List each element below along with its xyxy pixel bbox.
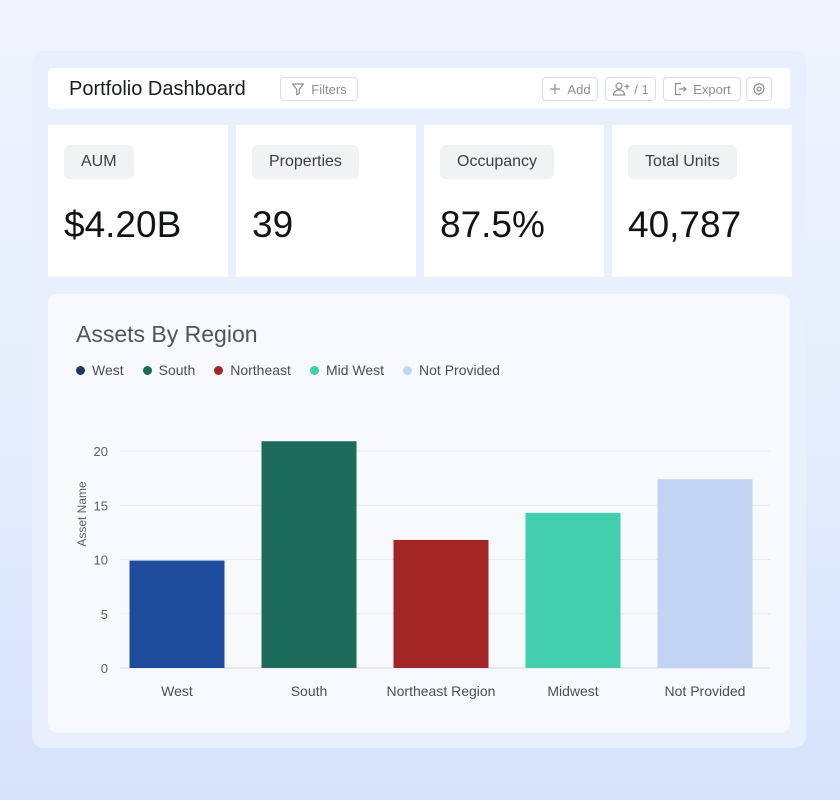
kpi-label: Occupancy <box>440 145 555 179</box>
legend-label: Mid West <box>325 362 385 378</box>
kpi-label: Properties <box>252 145 359 179</box>
gear-icon <box>752 82 766 96</box>
legend-swatch <box>142 365 152 375</box>
chart-card <box>48 294 790 733</box>
export-button[interactable]: Export <box>663 77 741 101</box>
kpi-card-total-units: Total Units 40,787 <box>612 125 792 277</box>
filters-label: Filters <box>311 81 347 97</box>
legend-label: West <box>92 362 124 378</box>
legend-item-south[interactable]: South <box>142 362 196 378</box>
kpi-value: 40,787 <box>628 204 742 245</box>
export-label: Export <box>693 81 731 97</box>
plus-icon <box>549 83 561 95</box>
legend-swatch <box>76 365 85 375</box>
users-count: / 1 <box>634 81 649 97</box>
add-button[interactable]: Add <box>542 77 598 101</box>
add-label: Add <box>567 81 591 97</box>
share-users-button[interactable]: / 1 <box>605 77 656 101</box>
legend-item-west[interactable]: West <box>76 362 124 378</box>
kpi-value: 87.5% <box>440 204 545 245</box>
kpi-card-properties: Properties 39 <box>236 125 416 277</box>
legend-label: Not Provided <box>419 362 500 378</box>
kpi-label: Total Units <box>628 145 737 179</box>
legend-label: South <box>158 362 196 378</box>
kpi-value: 39 <box>252 204 294 245</box>
legend-label: Northeast <box>230 362 291 378</box>
kpi-card-aum: AUM $4.20B <box>48 125 228 277</box>
export-icon <box>673 82 688 96</box>
chart-title: Assets By Region <box>76 321 258 347</box>
settings-button[interactable] <box>746 77 772 101</box>
legend-swatch <box>309 365 319 375</box>
legend-item-not-provided[interactable]: Not Provided <box>403 362 500 378</box>
legend-item-mid-west[interactable]: Mid West <box>309 362 385 378</box>
filter-icon <box>291 82 305 96</box>
page-title: Portfolio Dashboard <box>69 78 246 100</box>
add-user-icon <box>612 81 632 97</box>
kpi-label: AUM <box>64 145 134 179</box>
chart-legend: West South Northeast Mid West Not Provid… <box>76 362 500 378</box>
kpi-value: $4.20B <box>64 204 182 245</box>
filters-button[interactable]: Filters <box>280 77 358 101</box>
legend-swatch <box>403 365 413 375</box>
legend-swatch <box>214 365 224 375</box>
kpi-card-occupancy: Occupancy 87.5% <box>424 125 604 277</box>
legend-item-northeast[interactable]: Northeast <box>214 362 291 378</box>
